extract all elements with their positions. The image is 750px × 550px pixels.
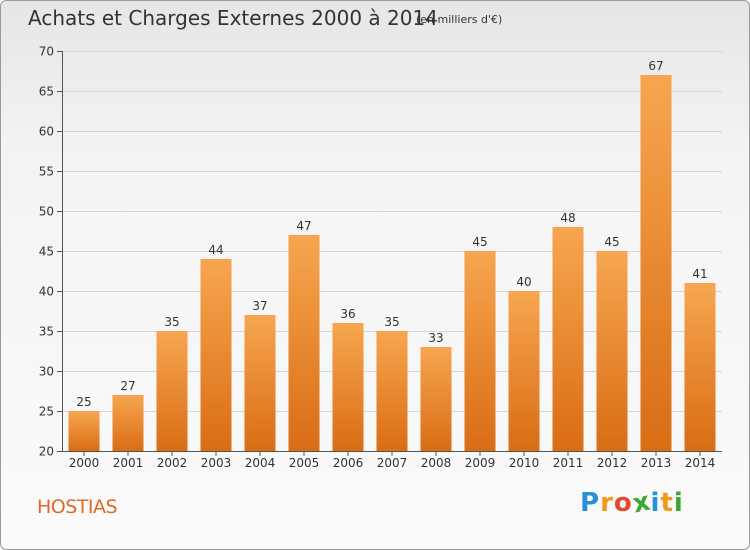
x-tick-label: 2008	[421, 456, 452, 470]
data-label: 36	[340, 307, 355, 321]
chart-title: Achats et Charges Externes 2000 à 2014	[28, 6, 438, 30]
data-label: 35	[384, 315, 399, 329]
logo-letter: i	[650, 488, 661, 518]
logo-letter: P	[580, 488, 601, 518]
logo-letter: t	[660, 488, 674, 518]
bars: 25 27 35 44 37 47 36 35 33 45 40 48 45 67 41	[68, 59, 716, 451]
x-tick-label: 2011	[553, 456, 584, 470]
x-tick-label: 2005	[289, 456, 320, 470]
x-tick-label: 2003	[201, 456, 232, 470]
bar-2001	[112, 395, 144, 451]
proxiti-logo: Proxiti	[580, 486, 684, 519]
data-label: 67	[648, 59, 663, 73]
logo-letter: i	[673, 488, 684, 518]
y-tick-label: 55	[39, 165, 54, 179]
y-tick-label: 70	[39, 45, 54, 59]
data-label: 37	[252, 299, 267, 313]
data-label: 44	[208, 243, 223, 257]
bar-2010	[508, 291, 540, 451]
data-label: 45	[472, 235, 487, 249]
bar-2000	[68, 411, 100, 451]
bar-2007	[376, 331, 408, 451]
x-tick-label: 2012	[597, 456, 628, 470]
x-tick-label: 2007	[377, 456, 408, 470]
y-tick-label: 50	[39, 205, 54, 219]
y-tick-label: 20	[39, 445, 54, 459]
axes: 20 25 30 35 40 45 50 55 60 65 70 2000 2001 2002 2003 20…	[39, 45, 722, 470]
bar-2002	[156, 331, 188, 451]
bar-2008	[420, 347, 452, 451]
commune-name: HOSTIAS	[37, 496, 118, 518]
data-label: 45	[604, 235, 619, 249]
y-tick-label: 45	[39, 245, 54, 259]
y-tick-label: 65	[39, 85, 54, 99]
y-tick-label: 60	[39, 125, 54, 139]
x-tick-label: 2004	[245, 456, 276, 470]
data-label: 40	[516, 275, 531, 289]
data-label: 48	[560, 211, 575, 225]
data-label: 27	[120, 379, 135, 393]
bar-2005	[288, 235, 320, 451]
data-label: 33	[428, 331, 443, 345]
x-tick-label: 2014	[685, 456, 716, 470]
bar-2004	[244, 315, 276, 451]
bar-2012	[596, 251, 628, 451]
data-label: 35	[164, 315, 179, 329]
x-tick-label: 2013	[641, 456, 672, 470]
data-label: 41	[692, 267, 707, 281]
data-label: 25	[76, 395, 91, 409]
bar-2006	[332, 323, 364, 451]
x-tick-label: 2009	[465, 456, 496, 470]
y-tick-label: 25	[39, 405, 54, 419]
bar-2013	[640, 75, 672, 451]
y-tick-label: 30	[39, 365, 54, 379]
bar-2003	[200, 259, 232, 451]
x-tick-label: 2006	[333, 456, 364, 470]
logo-letter: r	[600, 488, 614, 518]
y-tick-label: 40	[39, 285, 54, 299]
x-tick-label: 2002	[157, 456, 188, 470]
logo-letter: o	[613, 488, 633, 518]
bar-2009	[464, 251, 496, 451]
x-tick-label: 2001	[113, 456, 144, 470]
x-tick-label: 2010	[509, 456, 540, 470]
y-tick-label: 35	[39, 325, 54, 339]
chart-subtitle: (en milliers d'€)	[416, 13, 503, 26]
data-label: 47	[296, 219, 311, 233]
bar-2011	[552, 227, 584, 451]
x-tick-label: 2000	[69, 456, 100, 470]
bar-2014	[684, 283, 716, 451]
